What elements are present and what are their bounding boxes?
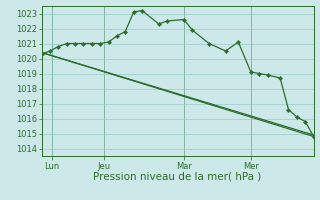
- X-axis label: Pression niveau de la mer( hPa ): Pression niveau de la mer( hPa ): [93, 172, 262, 182]
